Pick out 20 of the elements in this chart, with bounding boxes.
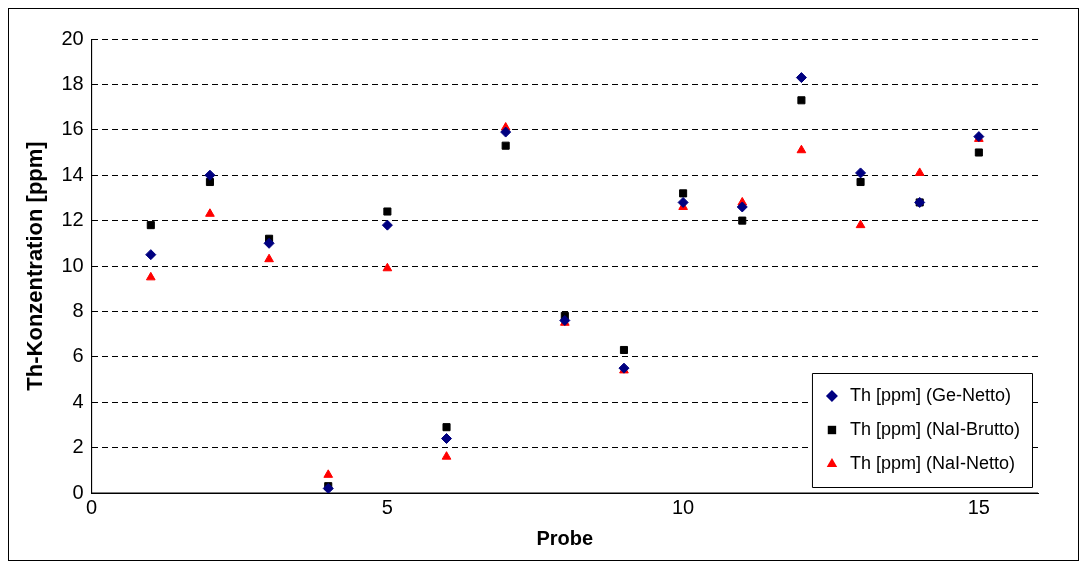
y-tick-label: 18 [61,71,84,94]
x-tick-label: 15 [967,495,990,518]
legend-label: Th [ppm] (NaI-Netto) [849,452,1015,473]
y-tick-label: 12 [61,208,84,231]
x-axis-title: Probe [536,526,594,549]
y-tick-label: 10 [61,253,84,276]
y-tick-label: 2 [72,435,84,458]
y-tick-label: 14 [61,162,84,185]
y-tick-label: 8 [72,298,84,321]
y-tick-label: 6 [72,344,84,367]
legend-label: Th [ppm] (Ge-Netto) [849,384,1011,405]
y-axis-title: Th-Konzentration [ppm] [22,141,48,391]
y-tick-label: 16 [61,117,84,140]
y-tick-label: 20 [61,26,84,49]
x-tick-label: 10 [671,495,695,518]
y-tick-label: 0 [72,480,84,503]
x-tick-label: 5 [381,495,393,518]
y-tick-label: 4 [72,389,84,412]
x-tick-label: 0 [86,495,98,518]
legend-label: Th [ppm] (NaI-Brutto) [849,418,1020,439]
